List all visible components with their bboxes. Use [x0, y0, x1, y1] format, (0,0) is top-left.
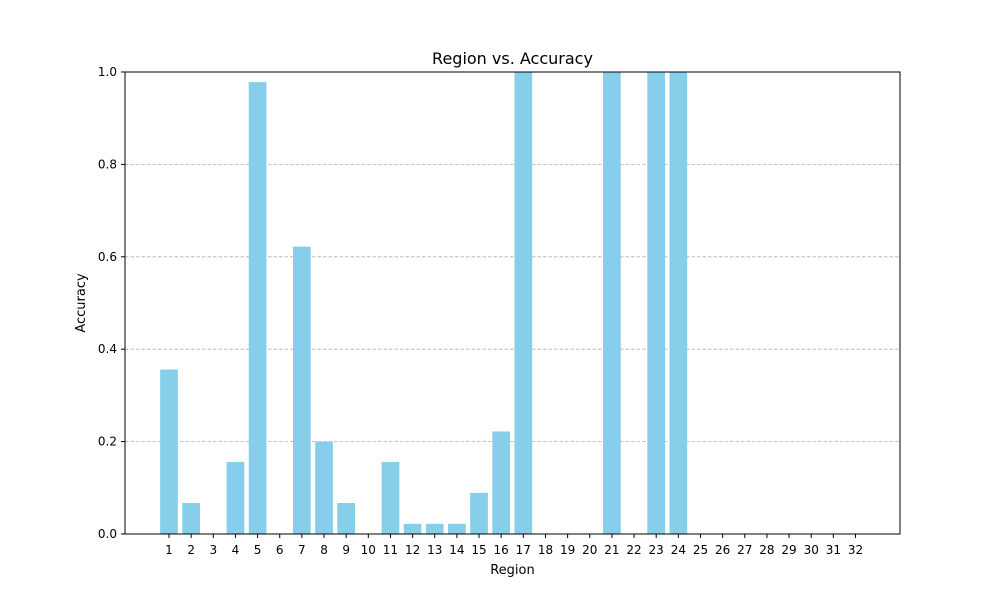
bar-region-21 — [603, 72, 621, 534]
x-tick-label: 30 — [804, 543, 819, 557]
bar-region-16 — [492, 431, 511, 534]
y-tick-label: 1.0 — [98, 65, 117, 79]
x-tick-label: 29 — [781, 543, 796, 557]
y-tick-label: 0.4 — [98, 342, 117, 356]
bar-region-11 — [381, 461, 400, 534]
x-tick-label: 15 — [471, 543, 486, 557]
x-tick-label: 31 — [826, 543, 841, 557]
x-tick-label: 10 — [361, 543, 376, 557]
x-tick-label: 19 — [560, 543, 575, 557]
bar-region-9 — [337, 503, 356, 534]
x-tick-label: 20 — [582, 543, 597, 557]
x-tick-label: 28 — [759, 543, 774, 557]
x-tick-label: 14 — [449, 543, 464, 557]
bar-region-24 — [669, 72, 688, 534]
x-tick-label: 22 — [626, 543, 641, 557]
y-axis-label: Accuracy — [74, 273, 89, 333]
x-tick-label: 23 — [649, 543, 664, 557]
x-tick-label: 24 — [671, 543, 686, 557]
chart-title: Region vs. Accuracy — [432, 49, 593, 68]
x-tick-label: 27 — [737, 543, 752, 557]
plot-frame — [124, 71, 901, 535]
x-tick-label: 7 — [298, 543, 306, 557]
bars — [160, 72, 688, 535]
bar-region-12 — [403, 523, 422, 534]
x-tick-label: 16 — [494, 543, 509, 557]
x-axis-ticks: 1 2 3 4 5 6 7 8 9 10 11 12 13 14 15 16 17 18 19 20 21 22 23 24 2… — [165, 534, 863, 557]
x-tick-label: 3 — [209, 543, 217, 557]
bar-region-17 — [514, 72, 533, 534]
x-tick-label: 17 — [516, 543, 531, 557]
bar-region-15 — [470, 492, 488, 534]
x-tick-label: 8 — [320, 543, 328, 557]
x-tick-label: 25 — [693, 543, 708, 557]
x-tick-label: 6 — [276, 543, 284, 557]
bar-region-8 — [315, 441, 333, 534]
x-tick-label: 5 — [254, 543, 262, 557]
x-tick-label: 13 — [427, 543, 442, 557]
x-tick-label: 4 — [232, 543, 240, 557]
x-axis-label: Region — [490, 563, 535, 578]
bar-region-14 — [448, 523, 466, 534]
bar-region-2 — [182, 503, 201, 534]
bar-region-5 — [248, 82, 267, 534]
x-tick-label: 11 — [383, 543, 398, 557]
x-tick-label: 12 — [405, 543, 420, 557]
y-tick-label: 0.2 — [98, 435, 117, 449]
y-tick-label: 0.0 — [98, 527, 117, 541]
x-tick-label: 9 — [342, 543, 350, 557]
x-tick-label: 18 — [538, 543, 553, 557]
bar-region-23 — [647, 72, 666, 534]
bar-region-1 — [160, 369, 178, 534]
x-tick-label: 1 — [165, 543, 173, 557]
bar-region-4 — [226, 461, 245, 534]
y-tick-label: 0.6 — [98, 250, 117, 264]
x-tick-label: 21 — [604, 543, 619, 557]
x-tick-label: 2 — [187, 543, 195, 557]
x-tick-label: 26 — [715, 543, 730, 557]
y-tick-label: 0.8 — [98, 157, 117, 171]
bar-region-13 — [425, 523, 444, 534]
y-axis-ticks: 0.0 0.2 0.4 0.6 0.8 1.0 — [98, 65, 125, 541]
bar-region-7 — [293, 246, 311, 535]
x-tick-label: 32 — [848, 543, 863, 557]
